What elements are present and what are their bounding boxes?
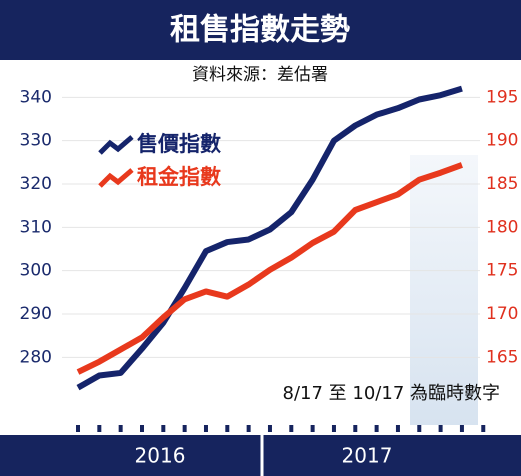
y2-tick-label: 195 (486, 87, 518, 107)
y-tick-label: 290 (20, 304, 52, 324)
title-bar (0, 0, 521, 60)
y2-tick-label: 190 (486, 131, 518, 151)
subtitle: 資料來源：差估署 (192, 65, 328, 85)
y-tick-label: 310 (20, 217, 52, 237)
chart-title: 租售指數走勢 (170, 13, 350, 48)
y2-tick-label: 170 (486, 304, 518, 324)
y2-tick-label: 175 (486, 261, 518, 281)
provisional-shade (410, 155, 478, 425)
y2-tick-label: 185 (486, 174, 518, 194)
y2-tick-label: 180 (486, 217, 518, 237)
y-tick-label: 340 (20, 87, 52, 107)
legend-label: 租金指數 (137, 165, 221, 189)
y-tick-label: 280 (20, 347, 52, 367)
legend-icon (98, 168, 134, 188)
y-tick-label: 300 (20, 261, 52, 281)
y-tick-label: 320 (20, 174, 52, 194)
legend-label: 售價指數 (137, 132, 221, 156)
legend-icon (98, 135, 134, 155)
line (76, 162, 463, 375)
year-label: 2016 (135, 444, 186, 468)
line (76, 85, 463, 391)
year-label: 2017 (342, 444, 393, 468)
annotation: 8/17 至 10/17 為臨時數字 (283, 383, 500, 404)
y2-tick-label: 165 (486, 347, 518, 367)
y-tick-label: 330 (20, 131, 52, 151)
